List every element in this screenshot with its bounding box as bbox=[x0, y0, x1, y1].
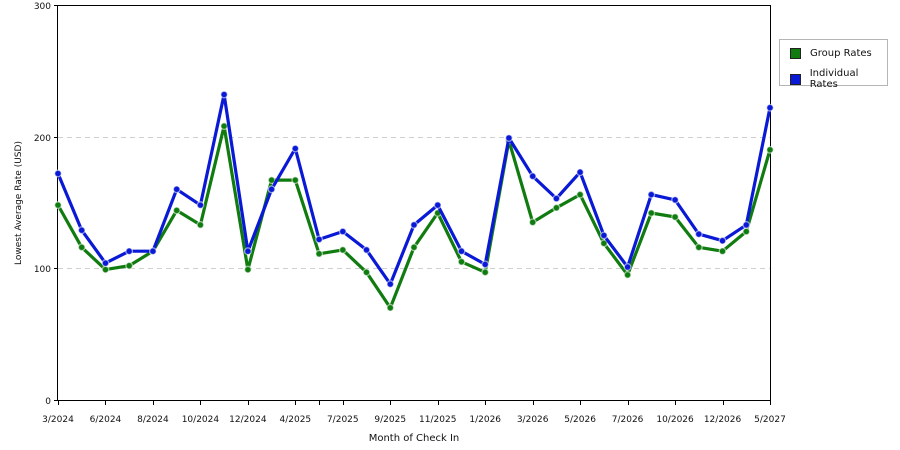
data-point-individual-rates bbox=[172, 185, 181, 194]
data-point-group-rates bbox=[742, 227, 751, 236]
data-point-group-rates bbox=[552, 203, 561, 212]
data-point-group-rates bbox=[125, 261, 134, 270]
data-point-group-rates bbox=[576, 190, 585, 199]
x-tick-label: 5/2027 bbox=[754, 415, 786, 425]
x-tick-label: 7/2025 bbox=[327, 415, 359, 425]
series-group bbox=[54, 90, 774, 312]
series-individual-rates bbox=[54, 90, 774, 289]
x-tick-label: 1/2026 bbox=[469, 415, 501, 425]
data-point-individual-rates bbox=[647, 190, 656, 199]
grid-lines bbox=[58, 137, 770, 269]
legend-label-group-rates: Group Rates bbox=[810, 48, 872, 59]
data-point-individual-rates bbox=[196, 201, 205, 210]
data-point-group-rates bbox=[410, 243, 418, 252]
data-point-group-rates bbox=[54, 201, 62, 210]
legend: Group Rates Individual Rates bbox=[779, 39, 888, 90]
x-tick-label: 5/2026 bbox=[564, 415, 596, 425]
x-tick-label: 3/2026 bbox=[517, 415, 549, 425]
series-line-individual-rates bbox=[56, 92, 772, 286]
data-point-group-rates bbox=[315, 249, 324, 258]
data-point-individual-rates bbox=[718, 236, 727, 245]
y-axis: 0 100 200 300 bbox=[34, 2, 58, 407]
y-tick-label: 0 bbox=[45, 397, 51, 407]
x-tick-label: 3/2024 bbox=[42, 415, 74, 425]
series-group-rates bbox=[54, 122, 774, 312]
data-point-individual-rates bbox=[766, 103, 774, 112]
x-tick-label: 12/2026 bbox=[704, 415, 742, 425]
data-point-individual-rates bbox=[742, 220, 751, 229]
data-point-group-rates bbox=[481, 268, 490, 277]
data-point-group-rates bbox=[220, 122, 229, 131]
x-tick-label: 4/2025 bbox=[279, 415, 311, 425]
data-point-individual-rates bbox=[125, 247, 134, 256]
data-point-group-rates bbox=[528, 218, 537, 227]
data-point-individual-rates bbox=[220, 90, 229, 99]
legend-item-group-rates: Group Rates bbox=[790, 48, 872, 59]
data-point-individual-rates bbox=[243, 247, 252, 256]
data-point-group-rates bbox=[267, 176, 276, 185]
data-point-group-rates bbox=[647, 209, 656, 217]
data-point-group-rates bbox=[101, 265, 110, 274]
plot-area-frame bbox=[57, 5, 771, 401]
data-point-individual-rates bbox=[457, 247, 466, 256]
data-point-individual-rates bbox=[623, 263, 632, 271]
x-tick-label: 10/2026 bbox=[656, 415, 694, 425]
data-point-individual-rates bbox=[77, 226, 86, 235]
x-tick-label: 6/2024 bbox=[90, 415, 122, 425]
data-point-group-rates bbox=[623, 270, 632, 279]
x-axis-title: Month of Check In bbox=[369, 433, 460, 444]
data-point-individual-rates bbox=[101, 259, 110, 268]
data-point-individual-rates bbox=[410, 220, 418, 229]
data-point-group-rates bbox=[718, 247, 727, 256]
data-point-group-rates bbox=[766, 145, 774, 154]
data-point-individual-rates bbox=[694, 230, 703, 239]
x-axis: 3/2024 6/2024 8/2024 10/2024 12/2024 4/2025 7/… bbox=[42, 400, 786, 425]
data-point-individual-rates bbox=[599, 231, 608, 240]
x-tick-label: 10/2024 bbox=[182, 415, 220, 425]
data-point-group-rates bbox=[338, 245, 347, 254]
y-axis-title: Lowest Average Rate (USD) bbox=[14, 141, 24, 265]
data-point-individual-rates bbox=[433, 201, 442, 210]
data-point-group-rates bbox=[386, 303, 395, 312]
data-point-individual-rates bbox=[504, 134, 513, 142]
x-tick-label: 7/2026 bbox=[612, 415, 644, 425]
data-point-individual-rates bbox=[576, 168, 585, 177]
legend-item-individual-rates: Individual Rates bbox=[790, 68, 887, 90]
data-point-individual-rates bbox=[148, 247, 157, 256]
data-point-group-rates bbox=[599, 239, 608, 248]
data-point-individual-rates bbox=[338, 227, 347, 236]
data-point-individual-rates bbox=[54, 169, 62, 178]
legend-label-individual-rates: Individual Rates bbox=[809, 68, 859, 90]
data-point-group-rates bbox=[457, 257, 466, 266]
data-point-group-rates bbox=[694, 243, 703, 252]
data-point-individual-rates bbox=[291, 144, 300, 153]
data-point-individual-rates bbox=[671, 195, 680, 204]
data-point-individual-rates bbox=[552, 194, 561, 203]
y-tick-label: 200 bbox=[34, 134, 51, 144]
data-point-group-rates bbox=[362, 268, 371, 277]
data-point-individual-rates bbox=[362, 245, 371, 254]
legend-swatch-group-rates bbox=[790, 48, 801, 59]
data-point-individual-rates bbox=[481, 260, 490, 269]
data-point-group-rates bbox=[77, 243, 86, 252]
data-point-individual-rates bbox=[315, 235, 324, 244]
x-tick-label: 9/2025 bbox=[374, 415, 406, 425]
data-point-individual-rates bbox=[528, 172, 537, 181]
data-point-group-rates bbox=[196, 220, 205, 229]
data-point-group-rates bbox=[291, 176, 300, 185]
x-tick-label: 8/2024 bbox=[137, 415, 169, 425]
y-tick-label: 100 bbox=[34, 265, 51, 275]
legend-swatch-individual-rates bbox=[790, 73, 801, 85]
data-point-individual-rates bbox=[386, 280, 395, 289]
y-tick-label: 300 bbox=[34, 2, 51, 12]
x-tick-label: 11/2025 bbox=[419, 415, 456, 425]
data-point-group-rates bbox=[172, 206, 181, 215]
data-point-group-rates bbox=[671, 213, 680, 221]
data-point-individual-rates bbox=[267, 185, 276, 194]
x-tick-label: 12/2024 bbox=[229, 415, 267, 425]
data-point-group-rates bbox=[243, 265, 252, 274]
